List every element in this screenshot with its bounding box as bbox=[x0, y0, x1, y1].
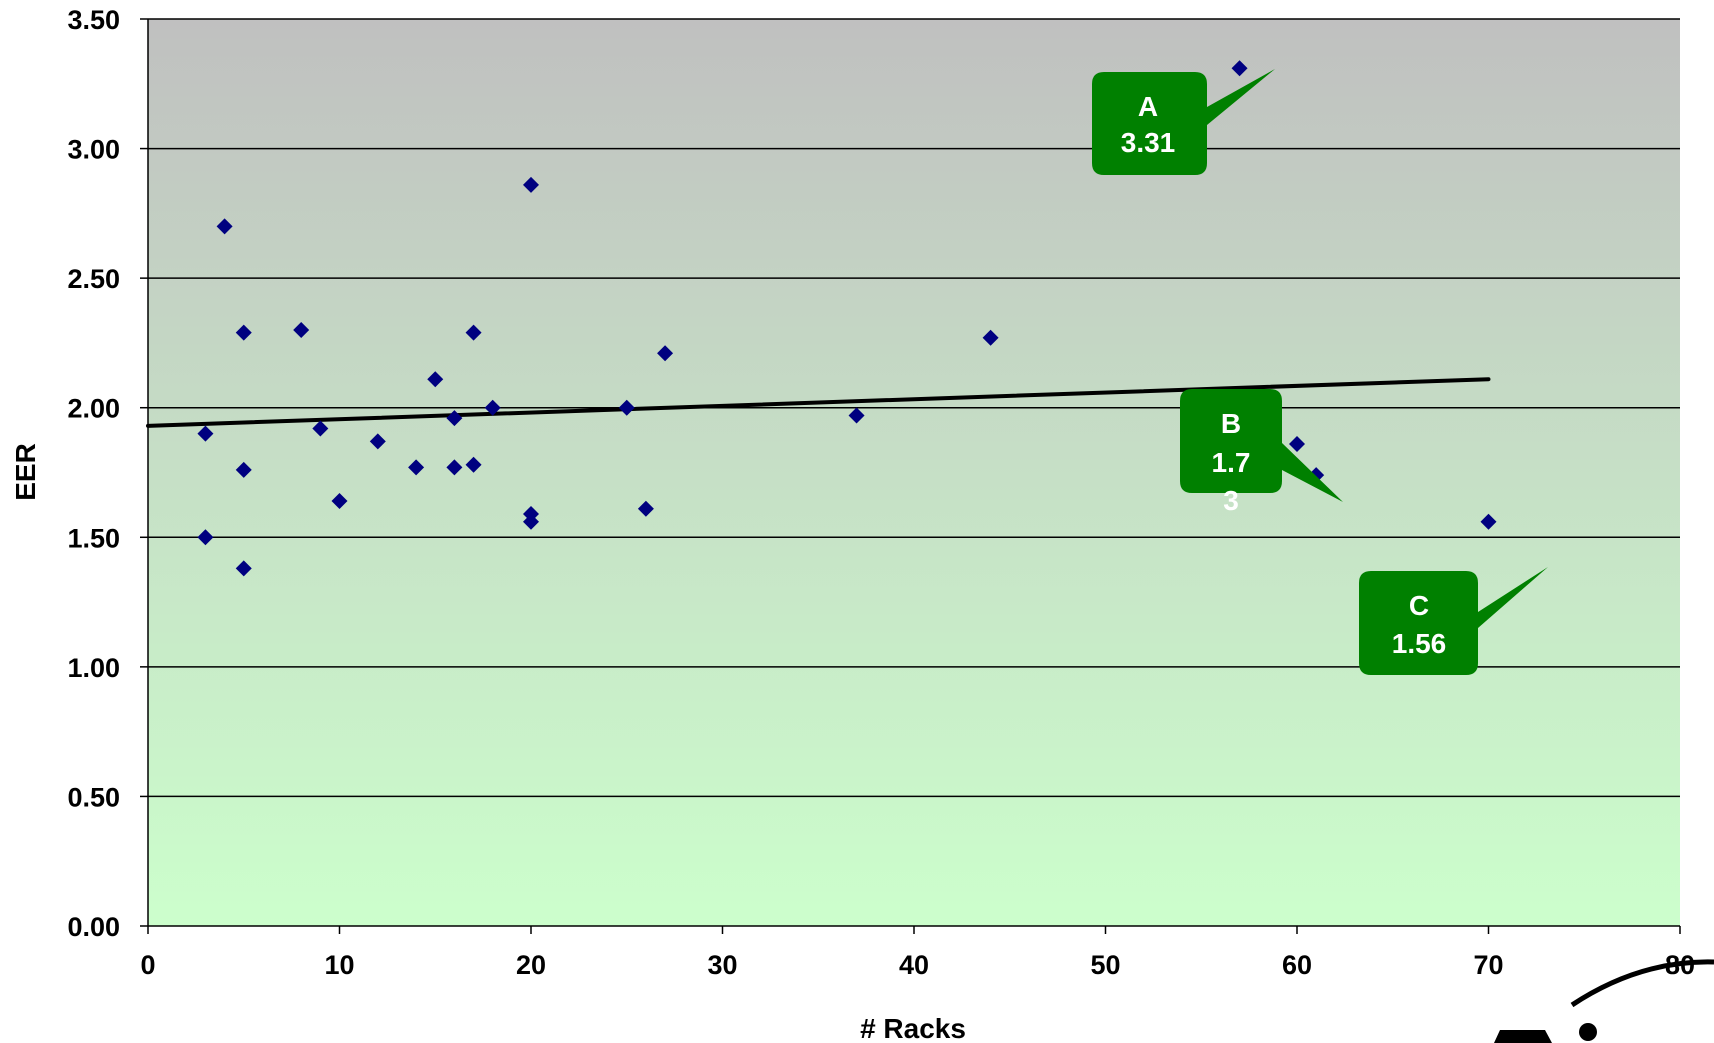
data-point bbox=[657, 345, 674, 362]
callout-b-value: 1.7 bbox=[1212, 447, 1251, 478]
data-point bbox=[484, 399, 501, 416]
data-point bbox=[331, 493, 348, 510]
logo-swoosh bbox=[1570, 959, 1714, 1008]
data-point bbox=[446, 410, 463, 427]
logo-mark bbox=[1494, 1030, 1552, 1043]
data-point bbox=[197, 425, 214, 442]
axes bbox=[147, 19, 1680, 927]
x-tick-label: 60 bbox=[1282, 950, 1312, 980]
callout-b-value-overflow: 3 bbox=[1223, 485, 1239, 516]
x-tick-label: 0 bbox=[140, 950, 155, 980]
x-tick-labels: 0 10 20 30 40 50 60 70 80 bbox=[140, 950, 1695, 980]
callout-c-label: C bbox=[1409, 590, 1429, 621]
data-point bbox=[216, 218, 233, 235]
x-tick-label: 30 bbox=[707, 950, 737, 980]
callout-a: A 3.31 bbox=[1092, 69, 1275, 175]
data-point bbox=[197, 529, 214, 546]
data-point bbox=[618, 399, 635, 416]
x-tick-label: 10 bbox=[324, 950, 354, 980]
data-point bbox=[369, 433, 386, 450]
x-axis-title: # Racks bbox=[860, 1013, 966, 1043]
x-tick-label: 70 bbox=[1473, 950, 1503, 980]
data-point bbox=[446, 459, 463, 476]
callout-c-bubble bbox=[1359, 567, 1548, 675]
data-point bbox=[637, 500, 654, 517]
data-point bbox=[1231, 60, 1248, 77]
data-point bbox=[848, 407, 865, 424]
data-point bbox=[408, 459, 425, 476]
data-point bbox=[465, 324, 482, 341]
y-tick-label: 0.50 bbox=[67, 782, 120, 812]
y-axis-title: EER bbox=[10, 443, 41, 501]
data-point bbox=[235, 324, 252, 341]
data-point bbox=[235, 461, 252, 478]
y-tick-label: 3.50 bbox=[67, 5, 120, 35]
callout-c-value: 1.56 bbox=[1392, 628, 1447, 659]
x-tick-label: 40 bbox=[899, 950, 929, 980]
data-point bbox=[293, 321, 310, 338]
data-point bbox=[427, 371, 444, 388]
y-tick-label: 1.00 bbox=[67, 653, 120, 683]
logo bbox=[1494, 959, 1714, 1043]
data-point bbox=[312, 420, 329, 437]
gridlines bbox=[140, 18, 1681, 934]
plot-area bbox=[148, 19, 1680, 926]
y-tick-label: 2.50 bbox=[67, 264, 120, 294]
data-point bbox=[465, 456, 482, 473]
data-point bbox=[1480, 513, 1497, 530]
data-point bbox=[523, 176, 539, 193]
callout-a-bubble bbox=[1092, 69, 1275, 175]
callout-c: C 1.56 bbox=[1359, 567, 1548, 675]
y-tick-labels: 0.00 0.50 1.00 1.50 2.00 2.50 3.00 3.50 bbox=[67, 5, 120, 942]
callout-b: B 1.7 3 bbox=[1180, 389, 1343, 516]
data-points bbox=[197, 60, 1497, 577]
data-point bbox=[523, 513, 539, 530]
x-tick-label: 20 bbox=[516, 950, 546, 980]
y-tick-label: 2.00 bbox=[67, 394, 120, 424]
y-tick-label: 3.00 bbox=[67, 135, 120, 165]
y-tick-label: 0.00 bbox=[67, 912, 120, 942]
trendline bbox=[146, 377, 1491, 428]
callout-b-label: B bbox=[1221, 408, 1241, 439]
data-point bbox=[235, 560, 252, 577]
data-point bbox=[982, 329, 999, 346]
x-tick-label: 50 bbox=[1090, 950, 1120, 980]
callout-a-value: 3.31 bbox=[1121, 127, 1176, 158]
data-point bbox=[1289, 435, 1305, 452]
callout-b-bubble bbox=[1180, 389, 1343, 502]
callout-a-label: A bbox=[1138, 91, 1158, 122]
logo-dot bbox=[1579, 1023, 1597, 1041]
y-tick-label: 1.50 bbox=[67, 523, 120, 553]
